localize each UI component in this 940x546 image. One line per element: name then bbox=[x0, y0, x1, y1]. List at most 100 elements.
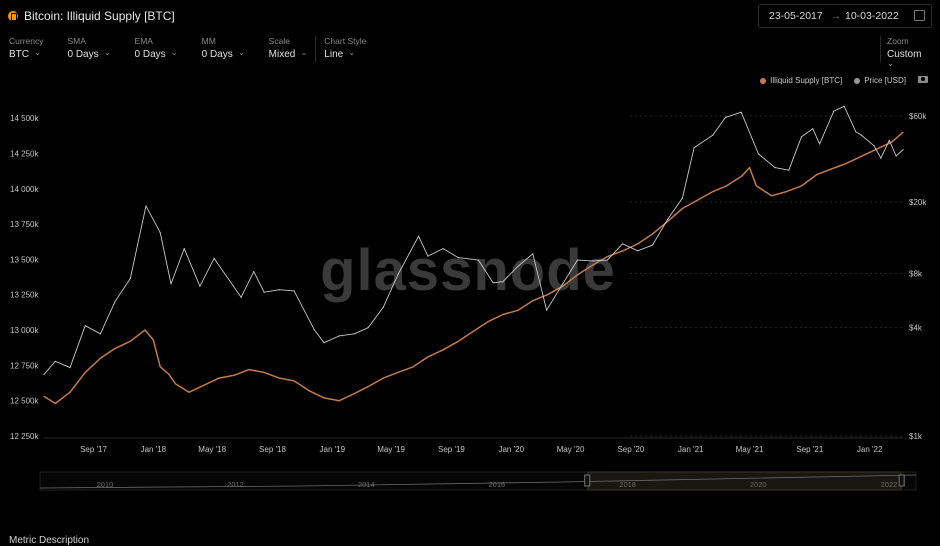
data-point bbox=[880, 157, 882, 159]
sma-select[interactable]: SMA 0 Days bbox=[67, 36, 110, 62]
y-right-tick-label: $1k bbox=[909, 432, 923, 441]
y-left-tick-label: 12 250k bbox=[10, 432, 39, 441]
camera-icon[interactable] bbox=[918, 76, 928, 83]
zoom-value[interactable]: Custom bbox=[887, 49, 924, 71]
data-point bbox=[895, 155, 897, 157]
navigator-mini-series bbox=[39, 474, 917, 489]
series-line-illiquid-supply bbox=[43, 131, 904, 405]
mm-select[interactable]: MM 0 Days bbox=[202, 36, 245, 62]
data-point bbox=[54, 360, 56, 362]
data-point bbox=[69, 391, 71, 393]
data-point bbox=[213, 257, 215, 259]
chart-grid bbox=[630, 115, 903, 437]
data-point bbox=[43, 395, 45, 397]
ema-select[interactable]: EMA 0 Days bbox=[135, 36, 178, 62]
data-point bbox=[323, 342, 325, 344]
data-point bbox=[69, 367, 71, 369]
data-point bbox=[84, 371, 86, 373]
range-navigator: 2010 2012 2014 2016 2018 2020 2022 bbox=[39, 471, 917, 491]
y-left-tick-label: 13 500k bbox=[10, 255, 39, 264]
data-point bbox=[757, 153, 760, 155]
x-tick-label: Sep '18 bbox=[259, 445, 286, 454]
date-to[interactable]: 10-03-2022 bbox=[845, 10, 899, 22]
data-point bbox=[667, 218, 669, 220]
data-point bbox=[651, 233, 654, 235]
data-point bbox=[546, 309, 548, 311]
y-left-tick-label: 14 500k bbox=[10, 114, 39, 123]
y-left-tick-label: 12 750k bbox=[10, 361, 39, 370]
data-point bbox=[860, 134, 862, 136]
navigator-handle-left[interactable] bbox=[584, 474, 591, 487]
calendar-icon[interactable] bbox=[914, 10, 925, 21]
data-point bbox=[240, 296, 242, 298]
data-point bbox=[457, 340, 459, 342]
data-point bbox=[367, 386, 369, 388]
data-point bbox=[174, 383, 176, 385]
data-point bbox=[576, 259, 579, 261]
data-point bbox=[785, 191, 787, 193]
data-point bbox=[902, 131, 904, 133]
data-point bbox=[427, 255, 429, 257]
ema-label: EMA bbox=[134, 36, 153, 46]
chart-style-value[interactable]: Line bbox=[324, 49, 366, 60]
data-point bbox=[43, 373, 45, 375]
data-point bbox=[622, 243, 624, 245]
scale-label: Scale bbox=[268, 36, 290, 46]
chart-series bbox=[43, 105, 904, 405]
data-point bbox=[812, 128, 814, 130]
data-point bbox=[170, 283, 172, 285]
data-point bbox=[492, 282, 494, 284]
navigator-year-label: 2012 bbox=[227, 480, 244, 489]
data-point bbox=[278, 289, 280, 291]
data-point bbox=[562, 285, 564, 287]
data-point bbox=[546, 294, 549, 296]
x-tick-label: Sep '21 bbox=[796, 445, 823, 454]
navigator-year-label: 2010 bbox=[97, 480, 114, 489]
data-point bbox=[199, 285, 201, 287]
data-point bbox=[816, 174, 818, 176]
data-point bbox=[442, 349, 444, 351]
data-point bbox=[592, 264, 594, 266]
x-tick-label: Jan '19 bbox=[320, 445, 346, 454]
scale-value[interactable]: Mixed bbox=[269, 49, 308, 60]
currency-select[interactable]: Currency BTC bbox=[9, 36, 43, 62]
data-point bbox=[159, 366, 161, 368]
data-point bbox=[99, 333, 101, 335]
data-point bbox=[54, 402, 56, 405]
legend-item-price[interactable]: Price [USD] bbox=[854, 76, 906, 85]
currency-label: Currency bbox=[9, 36, 44, 46]
data-point bbox=[562, 283, 564, 285]
navigator-handle-right[interactable] bbox=[898, 474, 905, 487]
data-point bbox=[667, 220, 669, 222]
data-point bbox=[203, 384, 205, 386]
data-point bbox=[418, 235, 420, 237]
data-point bbox=[248, 369, 250, 371]
x-tick-label: Sep '20 bbox=[617, 445, 644, 454]
ema-value[interactable]: 0 Days bbox=[135, 49, 178, 60]
data-point bbox=[891, 141, 893, 143]
chart-style-select[interactable]: Chart Style Line bbox=[324, 36, 366, 62]
data-point bbox=[338, 335, 340, 337]
data-point bbox=[532, 253, 534, 255]
date-range-picker[interactable]: 23-05-2017 → 10-03-2022 bbox=[758, 4, 932, 28]
data-point bbox=[740, 111, 742, 113]
navigator-year-label: 2016 bbox=[489, 480, 506, 489]
sma-value[interactable]: 0 Days bbox=[67, 49, 110, 60]
data-point bbox=[873, 145, 875, 147]
legend-item-illiquid[interactable]: Illiquid Supply [BTC] bbox=[760, 76, 842, 85]
data-point bbox=[774, 167, 776, 169]
data-point bbox=[183, 248, 185, 250]
date-from[interactable]: 23-05-2017 bbox=[769, 10, 823, 22]
data-point bbox=[712, 191, 714, 193]
currency-value[interactable]: BTC bbox=[9, 49, 43, 60]
controls-divider bbox=[315, 36, 317, 62]
mm-value[interactable]: 0 Days bbox=[202, 49, 245, 60]
data-point bbox=[278, 377, 280, 379]
navigator-year-label: 2014 bbox=[358, 480, 375, 489]
data-point bbox=[487, 321, 489, 323]
zoom-select[interactable]: Zoom Custom bbox=[880, 36, 924, 62]
scale-select[interactable]: Scale Mixed bbox=[269, 36, 308, 62]
y-right-tick-label: $60k bbox=[909, 112, 927, 121]
date-arrow: → bbox=[831, 10, 841, 22]
x-tick-label: May '20 bbox=[557, 445, 585, 454]
